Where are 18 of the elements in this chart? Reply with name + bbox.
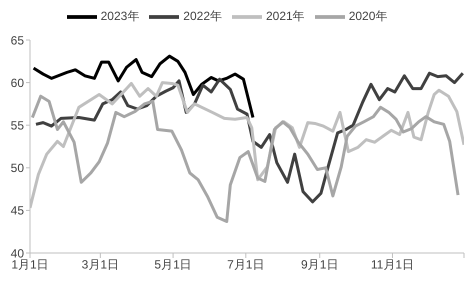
y-tick-label: 55 (10, 118, 24, 132)
legend-label: 2020年 (348, 9, 388, 24)
line-series (30, 94, 460, 223)
y-tick-label: 60 (10, 76, 24, 90)
x-tick-label: 1月1日 (11, 258, 49, 272)
x-tick-label: 11月1日 (370, 258, 414, 272)
legend-label: 2022年 (183, 9, 222, 24)
x-tick-label: 9月1日 (301, 258, 338, 272)
x-tick-label: 7月1日 (227, 258, 264, 272)
y-tick-label: 50 (10, 161, 24, 176)
x-tick-label: 3月1日 (82, 258, 120, 272)
legend-label: 2021年 (266, 9, 305, 24)
y-tick-label: 40 (10, 246, 24, 260)
line-series (32, 54, 254, 120)
x-tick-label: 5月1日 (154, 258, 192, 272)
legend-label: 2023年 (100, 9, 140, 24)
y-tick-label: 65 (10, 33, 24, 48)
y-tick-label: 45 (10, 204, 24, 218)
